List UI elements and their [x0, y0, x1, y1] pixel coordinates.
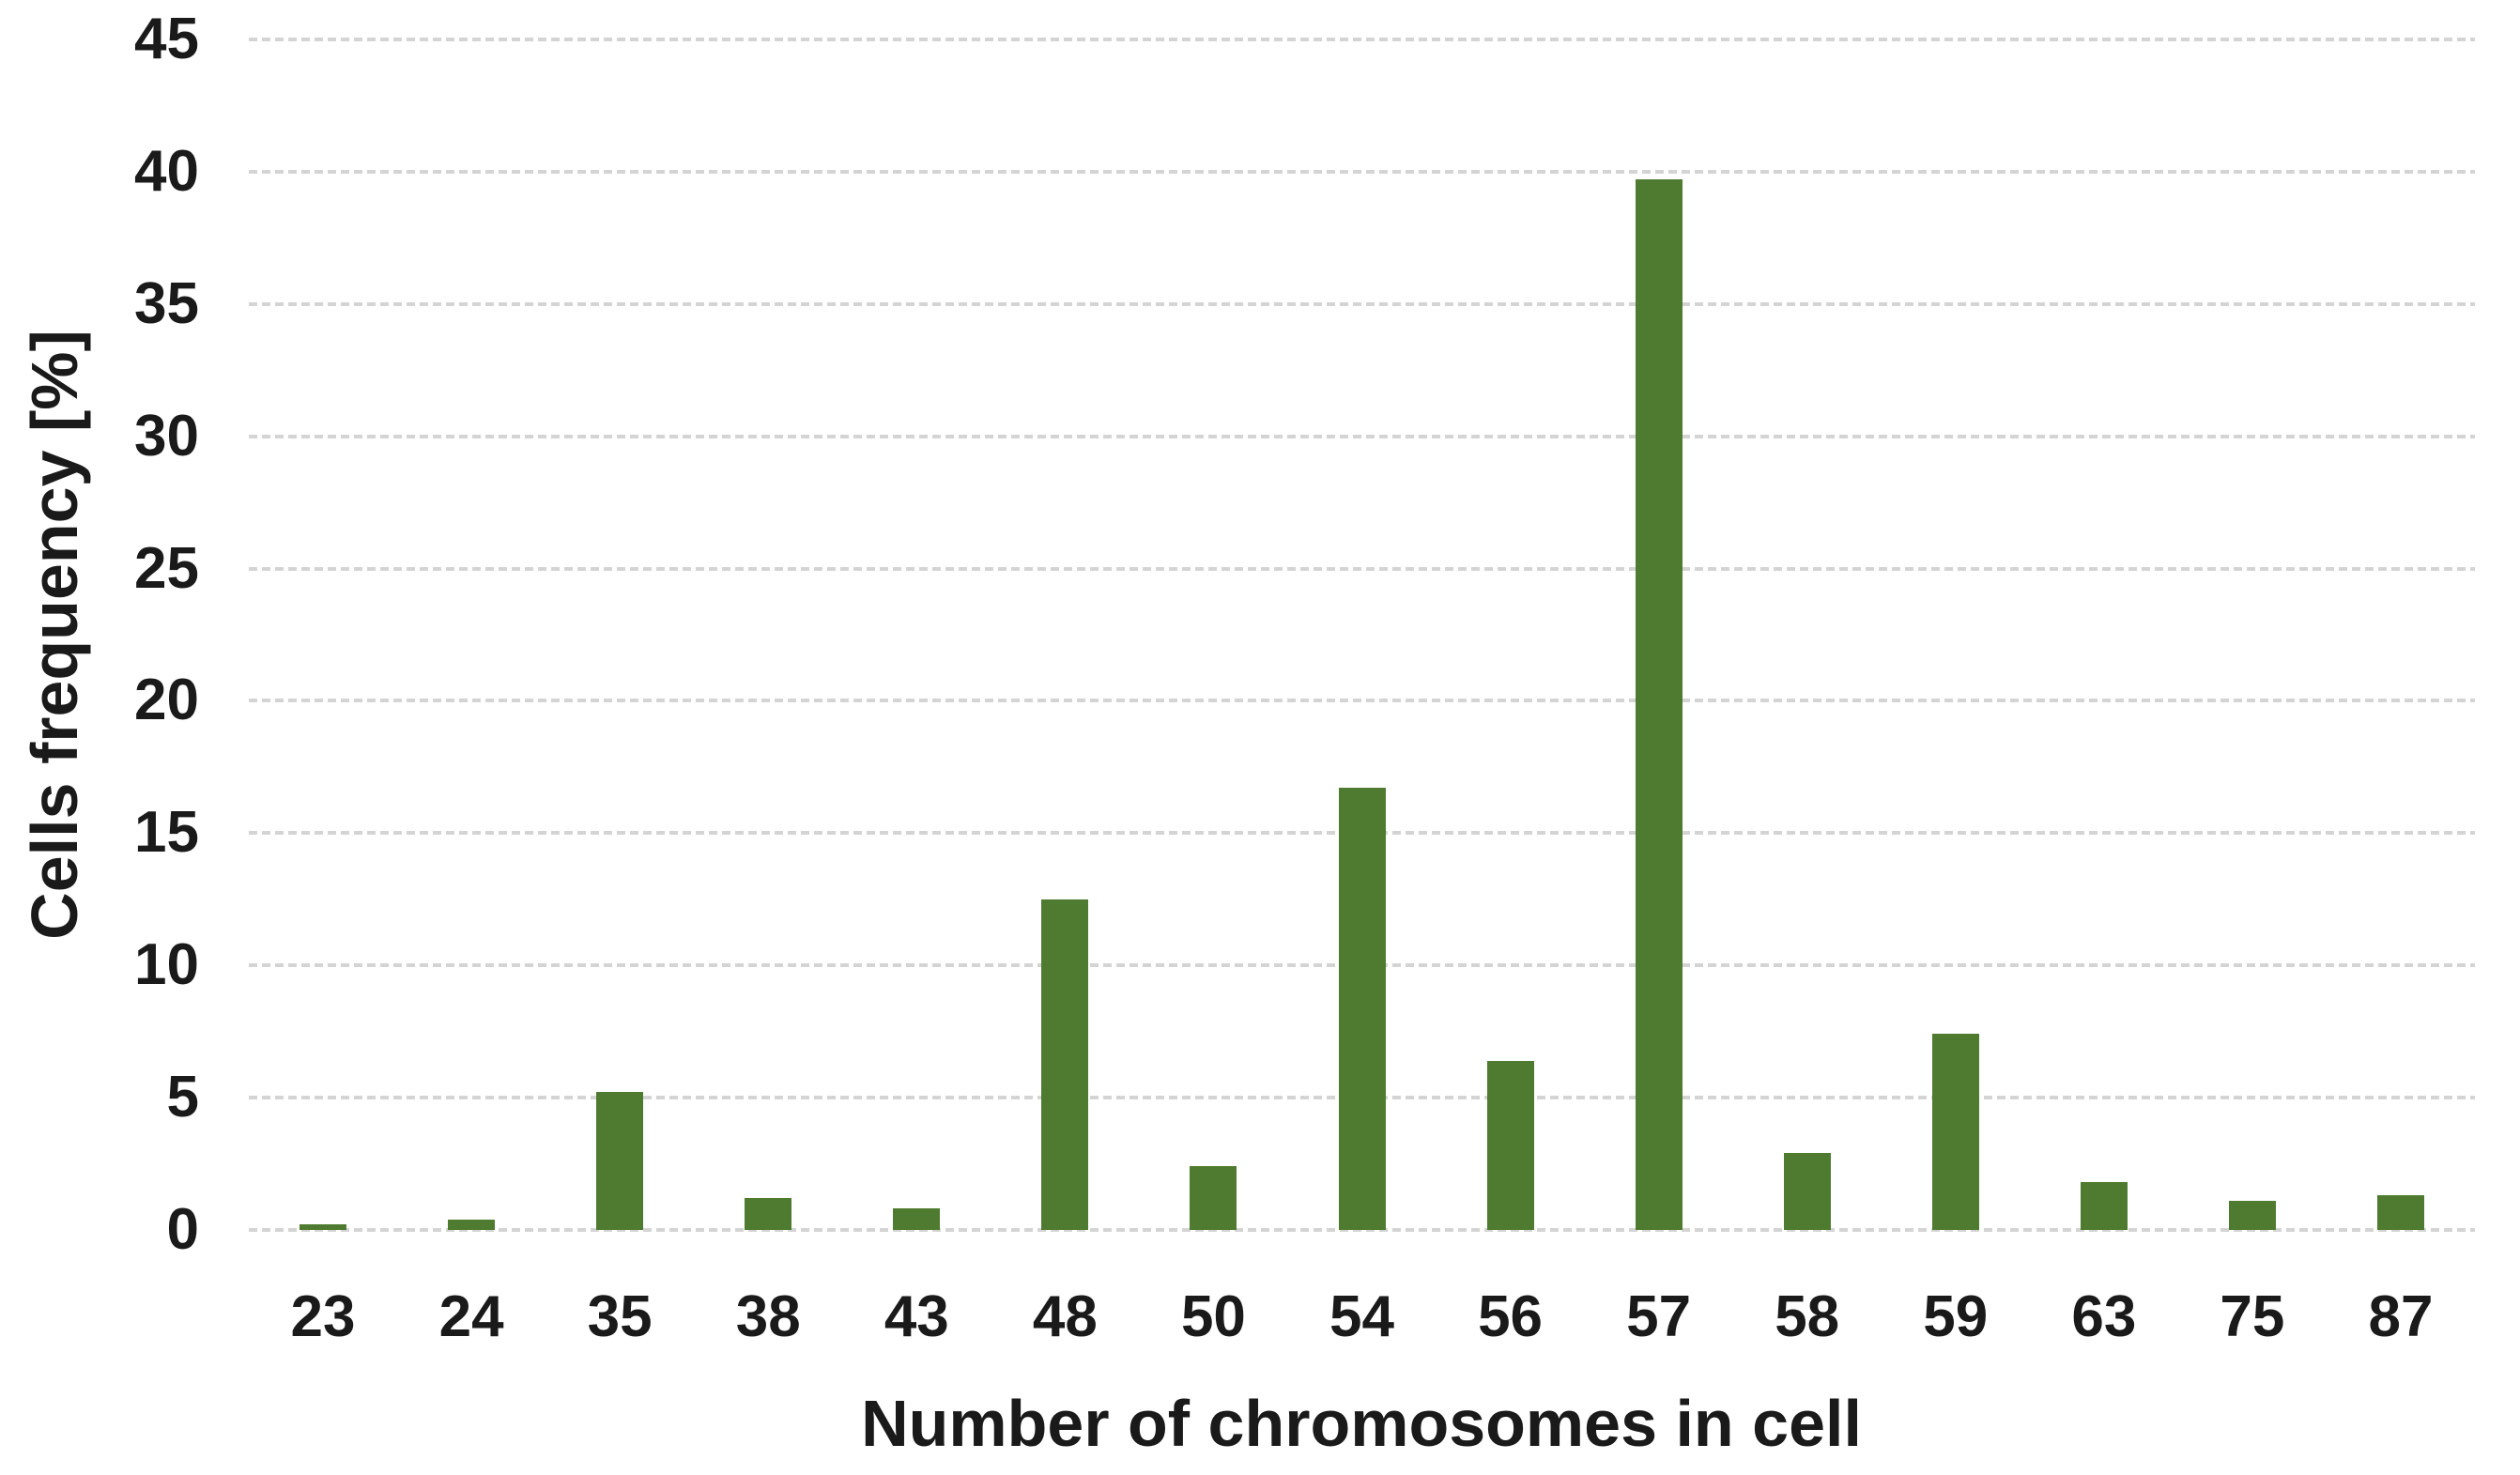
bar-56	[1487, 1061, 1534, 1230]
gridline-40	[249, 169, 2475, 174]
x-tick-label-58: 58	[1775, 1284, 1840, 1349]
bar-57	[1636, 179, 1683, 1230]
y-tick-label-5: 5	[166, 1065, 199, 1130]
x-tick-label-56: 56	[1478, 1284, 1544, 1349]
x-tick-label-59: 59	[1923, 1284, 1989, 1349]
x-axis-title: Number of chromosomes in cell	[861, 1387, 1862, 1460]
y-tick-label-15: 15	[134, 800, 199, 866]
gridline-20	[249, 699, 2475, 703]
plot-area	[249, 38, 2475, 1232]
bar-63	[2081, 1182, 2128, 1230]
y-tick-label-0: 0	[166, 1197, 199, 1262]
y-tick-label-45: 45	[134, 7, 199, 71]
y-tick-label-35: 35	[134, 270, 199, 336]
x-tick-label-50: 50	[1180, 1284, 1246, 1349]
x-tick-label-54: 54	[1329, 1284, 1394, 1349]
bar-54	[1339, 788, 1386, 1230]
y-tick-label-30: 30	[134, 403, 199, 469]
bar-87	[2377, 1195, 2424, 1230]
y-tick-label-20: 20	[134, 668, 199, 733]
bar-38	[745, 1198, 791, 1230]
y-tick-label-10: 10	[134, 932, 199, 998]
x-tick-label-38: 38	[735, 1284, 801, 1349]
y-tick-label-40: 40	[134, 138, 199, 204]
bar-43	[893, 1208, 940, 1230]
x-tick-label-63: 63	[2071, 1284, 2137, 1349]
bar-35	[596, 1092, 643, 1230]
gridline-30	[249, 434, 2475, 438]
x-tick-label-57: 57	[1626, 1284, 1692, 1349]
gridline-25	[249, 566, 2475, 571]
x-tick-label-43: 43	[884, 1284, 949, 1349]
x-tick-label-23: 23	[290, 1284, 356, 1349]
x-tick-label-87: 87	[2368, 1284, 2434, 1349]
bar-50	[1190, 1166, 1237, 1230]
y-tick-label-25: 25	[134, 535, 199, 601]
bar-59	[1932, 1034, 1979, 1230]
gridline-35	[249, 301, 2475, 306]
gridline-0	[249, 1228, 2475, 1232]
bar-48	[1041, 899, 1088, 1230]
bar-23	[300, 1224, 346, 1230]
bar-24	[448, 1220, 495, 1230]
x-tick-label-75: 75	[2220, 1284, 2285, 1349]
x-tick-label-35: 35	[587, 1284, 653, 1349]
x-tick-label-24: 24	[438, 1284, 504, 1349]
bar-75	[2229, 1201, 2276, 1230]
x-tick-label-48: 48	[1032, 1284, 1098, 1349]
gridline-45	[249, 38, 2475, 41]
bar-58	[1784, 1153, 1831, 1230]
